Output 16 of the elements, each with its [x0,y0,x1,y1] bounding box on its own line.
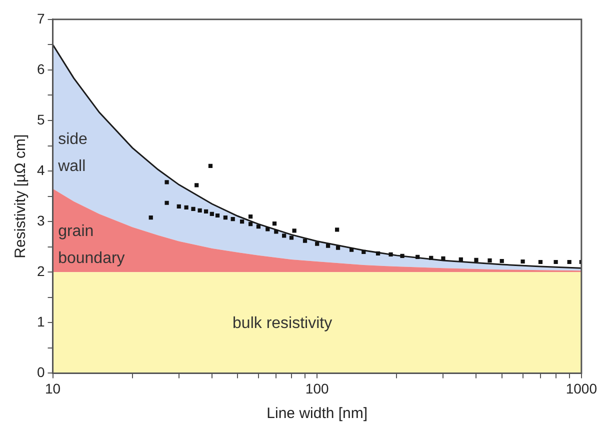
x-axis-title: Line width [nm] [266,405,368,422]
y-tick-label: 3 [36,212,45,228]
annotation: side wall [57,131,88,176]
annotation: grain boundary [58,223,125,268]
y-tick-label: 1 [36,314,45,330]
x-tick-label: 1000 [566,380,598,396]
y-axis-title: Resistivity [µΩ cm] [12,134,30,258]
x-tick-label: 100 [305,380,329,396]
y-tick-label: 4 [36,162,45,178]
annotation: bulk resistivity [232,315,332,332]
y-tick-label: 7 [36,10,45,26]
x-tick-label: 10 [44,380,61,396]
y-tick-label: 5 [36,111,45,128]
y-tick-label: 2 [36,262,45,279]
y-tick-label: 6 [36,60,45,77]
y-tick-label: 0 [36,364,45,380]
